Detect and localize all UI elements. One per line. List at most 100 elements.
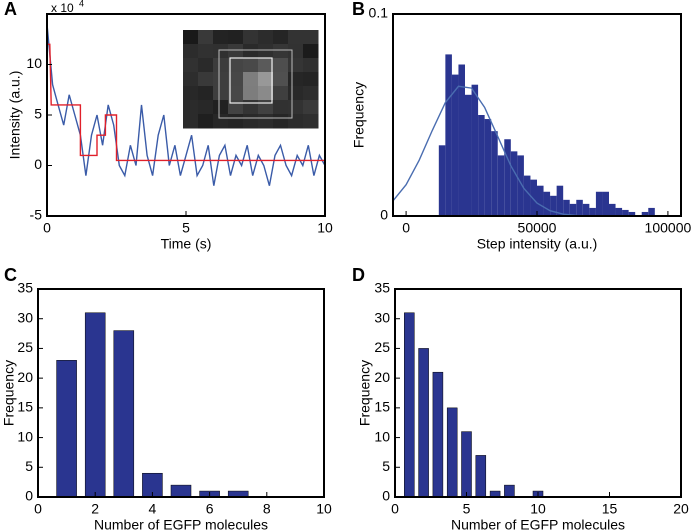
hist-bar (556, 185, 564, 216)
x-tick-label: 6 (206, 501, 214, 517)
inset-pixel (258, 72, 274, 87)
inset-pixel (288, 72, 304, 87)
inset-pixel (198, 86, 214, 101)
inset-pixel (183, 30, 199, 45)
hist-bar (445, 54, 452, 216)
inset-pixel (303, 72, 319, 87)
hist-bar (615, 207, 623, 216)
inset-pixel (198, 58, 214, 73)
trace (47, 43, 325, 162)
x-tick-label: 5 (182, 220, 190, 236)
inset-pixel (198, 114, 214, 129)
y-tick-label: 10 (374, 428, 390, 444)
x-axis-label: Step intensity (a.u.) (477, 236, 598, 252)
inset-pixel (183, 72, 199, 87)
inset-pixel (228, 100, 244, 115)
hist-bar (458, 64, 465, 216)
inset-pixel (288, 86, 304, 101)
hist-bar (576, 199, 583, 216)
panel-letter: D (352, 265, 365, 285)
hist-bar (471, 84, 479, 216)
hist-bar (530, 179, 537, 216)
inset-pixel (198, 100, 214, 115)
inset-pixel (198, 72, 214, 87)
bar (56, 360, 77, 497)
y-tick-label: 30 (374, 309, 390, 325)
x-tick-label: 10 (317, 220, 333, 236)
inset-pixel (273, 58, 289, 73)
bar (84, 312, 106, 497)
axes-frame (37, 288, 325, 498)
inset-pixel (273, 72, 289, 87)
inset-outer-box (218, 49, 293, 119)
y-tick-label: 0.1 (369, 5, 389, 21)
y-tick-label: 0 (382, 488, 390, 504)
y-tick-label: 20 (17, 369, 33, 385)
inset-image (183, 30, 319, 129)
hist-bar (595, 191, 603, 216)
x-tick-label: 0 (402, 220, 410, 236)
hist-bar (491, 131, 498, 216)
y-tick-label: -5 (30, 207, 43, 223)
inset-pixel (228, 58, 244, 73)
x-axis-label: Time (s) (161, 236, 212, 252)
y-multiplier-exponent: 4 (79, 0, 84, 8)
plot-area (404, 312, 544, 497)
inset-pixel (198, 44, 214, 59)
x-tick-label: 8 (263, 501, 271, 517)
inset-pixel (273, 44, 289, 59)
inset-pixel (303, 58, 319, 73)
bar (404, 312, 415, 497)
y-multiplier: x 10 (51, 1, 74, 15)
hist-bar (484, 119, 492, 216)
hist-bar (504, 139, 511, 216)
hist-bar (523, 175, 531, 216)
hist-bar (537, 185, 544, 216)
inset-pixel (303, 114, 319, 129)
inset-pixel (258, 58, 274, 73)
hist-bar (622, 209, 629, 216)
bar (113, 330, 135, 497)
inset-pixel (303, 44, 319, 59)
y-tick-label: 15 (17, 399, 33, 415)
y-tick-label: 25 (17, 339, 33, 355)
inset-pixel (258, 114, 274, 129)
inset-pixel (213, 30, 229, 45)
inset-pixel (228, 114, 244, 129)
inset-pixel (183, 100, 199, 115)
inset-pixel (258, 30, 274, 45)
y-tick-label: 5 (34, 106, 42, 122)
inset-pixel (213, 86, 229, 101)
x-axis-label: Number of EGFP molecules (94, 517, 268, 532)
inset-pixel (258, 44, 274, 59)
inset-pixel (228, 72, 244, 87)
x-tick-label: 0 (34, 501, 42, 517)
inset-pixel (288, 58, 304, 73)
hist-bar (510, 151, 518, 216)
hist-bar (517, 155, 524, 216)
inset-pixel (288, 44, 304, 59)
inset-pixel (183, 44, 199, 59)
hist-bar (582, 203, 590, 216)
panel-letter: A (4, 0, 17, 19)
x-tick-label: 5 (463, 501, 471, 517)
inset-pixel (213, 44, 229, 59)
hist-bar (543, 191, 551, 216)
plot-area (56, 312, 249, 497)
x-tick-label: 2 (91, 501, 99, 517)
inset-pixel (198, 30, 214, 45)
x-tick-label: 50000 (518, 220, 557, 236)
hist-bar (497, 155, 505, 216)
y-tick-label: 20 (374, 369, 390, 385)
trace (47, 24, 325, 186)
x-tick-label: 100000 (645, 220, 691, 236)
y-tick-label: 0 (25, 488, 33, 504)
hist-bar (451, 74, 459, 216)
y-tick-label: 15 (374, 399, 390, 415)
inset-pixel (213, 100, 229, 115)
inset-pixel (288, 114, 304, 129)
x-tick-label: 4 (149, 501, 157, 517)
hist-bar (569, 203, 577, 216)
inset-pixel (288, 100, 304, 115)
bar (446, 407, 458, 497)
